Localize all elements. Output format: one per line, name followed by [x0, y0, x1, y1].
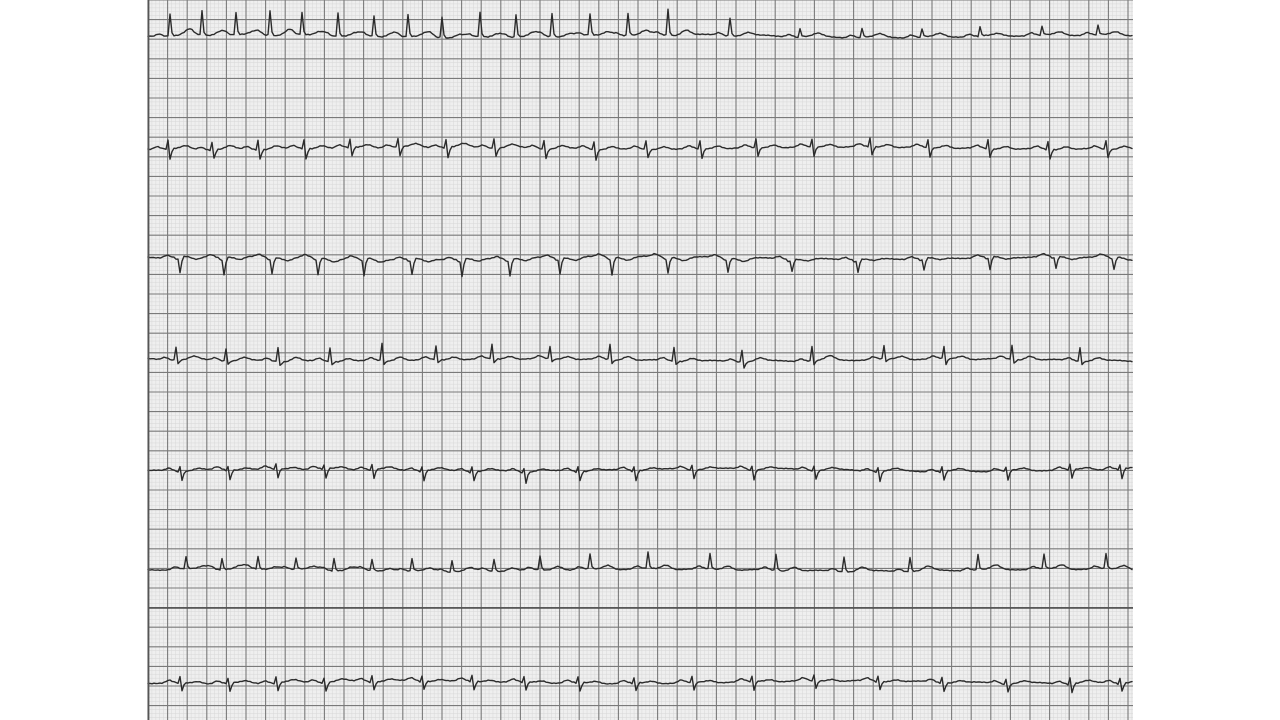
ecg-strip-chart: [0, 0, 1280, 720]
ecg-svg: [0, 0, 1280, 720]
